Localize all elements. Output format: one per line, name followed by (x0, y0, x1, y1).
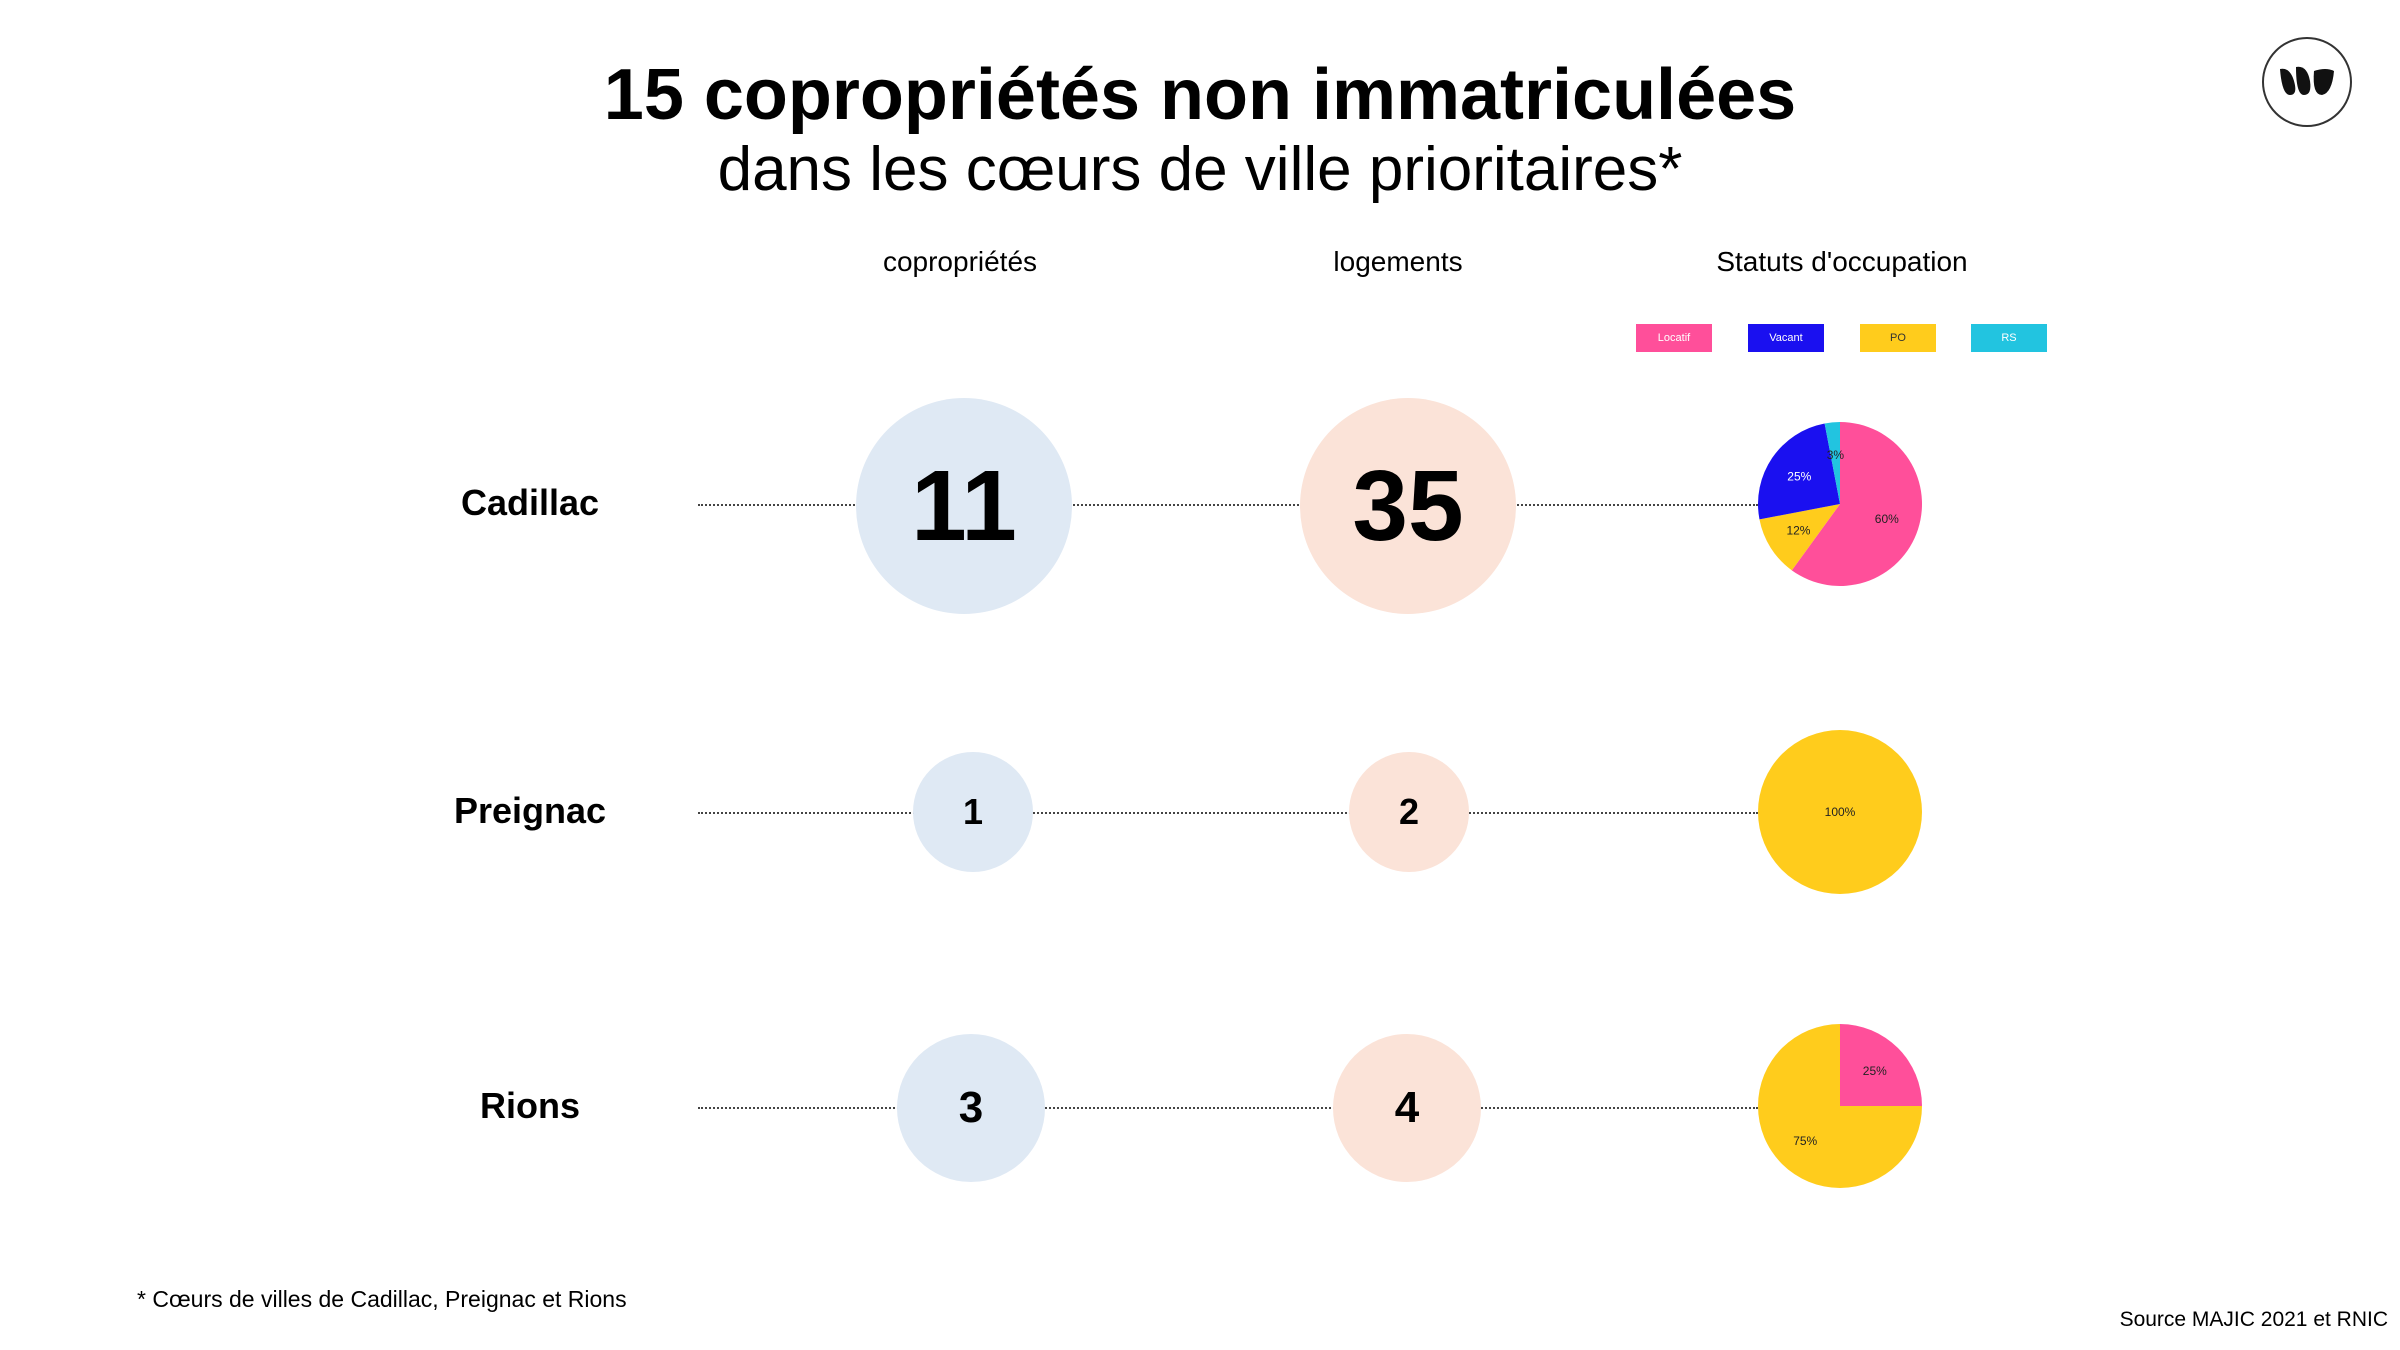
pie-slice-cadillac-locatif (1791, 422, 1922, 586)
pie-label-cadillac-vacant: 25% (1787, 469, 1811, 483)
pie-label-cadillac-po: 12% (1786, 523, 1810, 537)
pie-slice-cadillac-po (1759, 504, 1840, 571)
legend-item-vacant: Vacant (1748, 324, 1824, 352)
bubble-logements-cadillac: 35 (1300, 398, 1516, 614)
row-connector-line (698, 812, 1758, 814)
column-header-coproprietes: copropriétés (882, 246, 1038, 277)
legend-item-po: PO (1860, 324, 1936, 352)
bubble-logements-rions: 4 (1333, 1034, 1481, 1182)
pie-label-cadillac-locatif: 60% (1875, 512, 1899, 526)
row-label-preignac: Preignac (453, 790, 607, 831)
bubble-coproprietes-rions: 3 (897, 1034, 1045, 1182)
legend-item-locatif: Locatif (1636, 324, 1712, 352)
pie-label-preignac-po: 100% (1825, 805, 1856, 819)
pie-slice-preignac-po (1758, 730, 1922, 894)
row-connector-line (698, 1107, 1758, 1109)
footnote: * Cœurs de villes de Cadillac, Preignac … (137, 1286, 627, 1312)
pie-slice-rions-locatif (1840, 1024, 1922, 1106)
row-label-cadillac: Cadillac (460, 482, 600, 523)
pie-slice-cadillac-rs (1824, 422, 1840, 504)
pie-label-rions-po: 75% (1793, 1134, 1817, 1148)
page-title: 15 copropriétés non immatriculées (603, 55, 1797, 135)
column-header-logements: logements (1333, 246, 1463, 277)
bubble-logements-preignac: 2 (1349, 752, 1469, 872)
legend-item-rs: RS (1971, 324, 2047, 352)
logo-icon (2280, 66, 2334, 95)
page-subtitle: dans les cœurs de ville prioritaires* (717, 135, 1683, 204)
row-connector-line (698, 504, 1758, 506)
bubble-coproprietes-cadillac: 11 (856, 398, 1072, 614)
pie-chart-cadillac: 60% 12% 25% 3% (1758, 422, 1922, 586)
pie-chart-rions: 25% 75% (1758, 1024, 1922, 1188)
row-label-rions: Rions (479, 1085, 580, 1126)
pie-chart-preignac: 100% (1758, 730, 1922, 894)
pie-slice-rions-po (1758, 1024, 1922, 1188)
source-note: Source MAJIC 2021 et RNIC (2119, 1308, 2388, 1331)
pie-label-rions-locatif: 25% (1863, 1064, 1887, 1078)
brand-logo (2262, 37, 2352, 127)
pie-slice-cadillac-vacant (1758, 423, 1840, 520)
pie-label-cadillac-rs: 3% (1827, 448, 1845, 462)
column-header-statuts: Statuts d'occupation (1716, 246, 1968, 277)
bubble-coproprietes-preignac: 1 (913, 752, 1033, 872)
